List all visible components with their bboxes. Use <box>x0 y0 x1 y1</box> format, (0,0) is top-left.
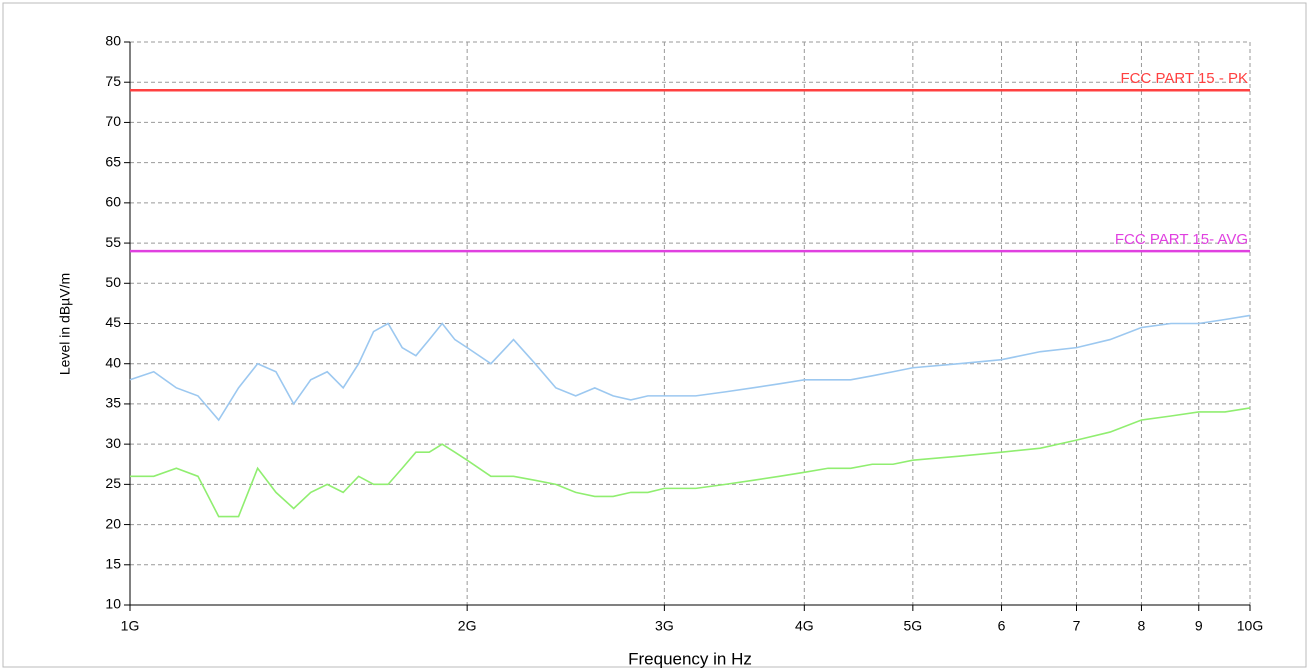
x-tick-label: 9 <box>1195 618 1203 634</box>
y-axis-label: Level in dBµV/m <box>57 273 73 375</box>
x-tick-label: 7 <box>1073 618 1081 634</box>
y-tick-label: 30 <box>105 435 121 451</box>
limit-label: FCC PART 15- AVG <box>1115 231 1248 248</box>
y-tick-label: 25 <box>105 475 121 491</box>
x-axis-label: Frequency in Hz <box>628 649 752 668</box>
x-tick-label: 1G <box>121 618 140 634</box>
y-tick-label: 75 <box>105 73 121 89</box>
x-tick-label: 5G <box>904 618 923 634</box>
x-tick-label: 10G <box>1237 618 1263 634</box>
y-tick-label: 10 <box>105 596 121 612</box>
y-tick-label: 15 <box>105 555 121 571</box>
x-tick-label: 4G <box>795 618 814 634</box>
y-tick-label: 40 <box>105 354 121 370</box>
x-tick-label: 2G <box>458 618 477 634</box>
y-tick-label: 20 <box>105 515 121 531</box>
x-tick-label: 6 <box>998 618 1006 634</box>
y-tick-label: 70 <box>105 113 121 129</box>
y-tick-label: 60 <box>105 194 121 210</box>
trace-line <box>130 407 1251 518</box>
y-tick-label: 35 <box>105 395 121 411</box>
trace-line <box>129 314 1251 422</box>
y-tick-label: 65 <box>105 153 121 169</box>
x-tick-label: 8 <box>1138 618 1146 634</box>
x-tick-label: 3G <box>655 618 674 634</box>
y-tick-label: 55 <box>105 234 121 250</box>
y-tick-label: 45 <box>105 314 121 330</box>
limit-label: FCC PART 15 - PK <box>1120 70 1248 87</box>
y-tick-label: 50 <box>105 274 121 290</box>
y-tick-label: 80 <box>105 33 121 49</box>
